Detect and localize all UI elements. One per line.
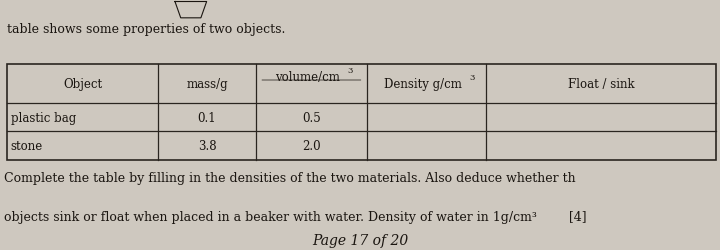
Text: 3: 3 xyxy=(469,74,474,82)
Text: Page 17 of 20: Page 17 of 20 xyxy=(312,234,408,247)
Text: 0.1: 0.1 xyxy=(198,112,216,124)
Text: 0.5: 0.5 xyxy=(302,112,321,124)
Text: table shows some properties of two objects.: table shows some properties of two objec… xyxy=(7,22,286,36)
Text: mass/g: mass/g xyxy=(186,78,228,91)
Text: plastic bag: plastic bag xyxy=(11,112,76,124)
Bar xyxy=(7,65,716,160)
Text: 3: 3 xyxy=(348,67,353,75)
Text: Object: Object xyxy=(63,78,102,91)
Text: objects sink or float when placed in a beaker with water. Density of water in 1g: objects sink or float when placed in a b… xyxy=(4,210,586,223)
Text: Density g/cm: Density g/cm xyxy=(384,78,462,91)
Text: stone: stone xyxy=(11,140,43,152)
Text: Complete the table by filling in the densities of the two materials. Also deduce: Complete the table by filling in the den… xyxy=(4,171,575,184)
Text: 3.8: 3.8 xyxy=(198,140,216,152)
Text: volume/cm: volume/cm xyxy=(275,70,341,84)
Text: Float / sink: Float / sink xyxy=(568,78,634,91)
Text: 2.0: 2.0 xyxy=(302,140,320,152)
